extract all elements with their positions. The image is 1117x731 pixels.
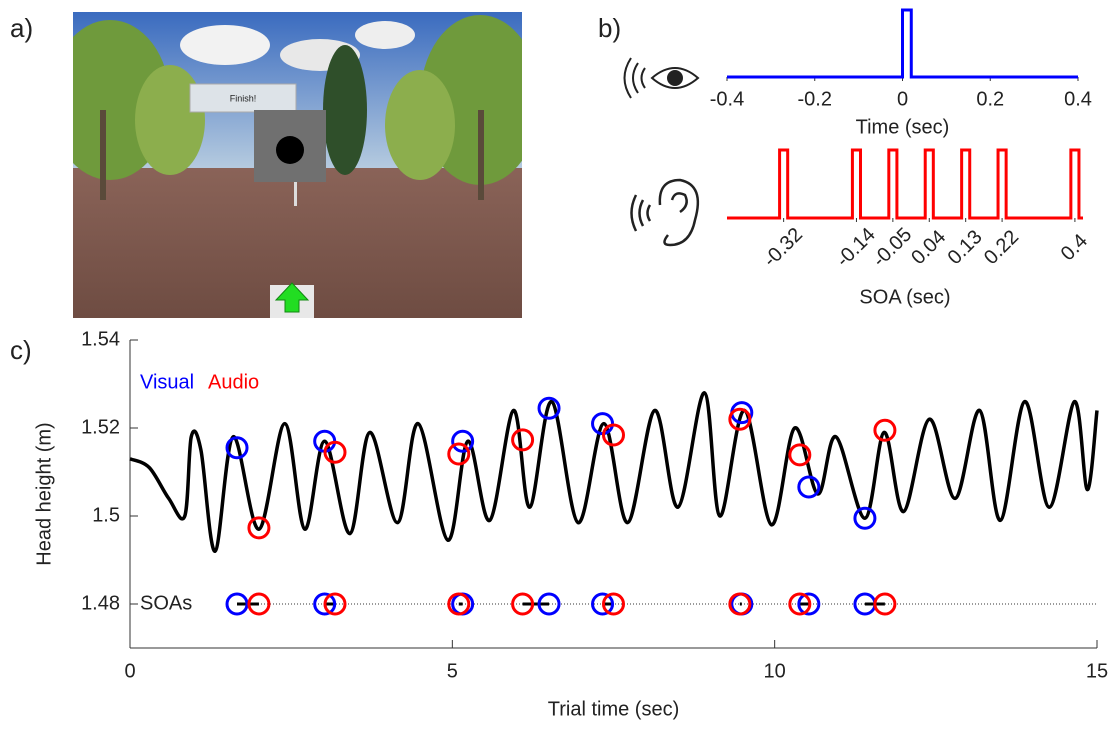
x-tick-label: 0.13 [944, 226, 987, 269]
x-axis-label: Time (sec) [856, 116, 950, 138]
event-marker [604, 425, 624, 445]
head-trace [130, 393, 1097, 551]
legend-label: Audio [208, 371, 259, 393]
eye-icon [625, 58, 699, 98]
figure: a) b) c) Finish! [0, 0, 1117, 726]
event-marker [513, 430, 533, 450]
x-tick-label: 0 [124, 660, 135, 682]
y-axis-label: Head height (m) [33, 422, 55, 565]
y-tick-label: 1.52 [81, 416, 120, 438]
x-tick-label: 15 [1086, 660, 1108, 682]
ear-icon [632, 180, 698, 245]
x-tick-label: 0.4 [1057, 230, 1092, 265]
event-marker [799, 477, 819, 497]
x-tick-label: 0.04 [907, 226, 950, 269]
signal-line [727, 150, 1083, 218]
x-tick-label: -0.2 [798, 88, 832, 110]
x-axis-label: SOA (sec) [859, 286, 950, 308]
x-tick-label: -0.4 [710, 88, 744, 110]
x-tick-label: 0 [897, 88, 908, 110]
y-tick-label: 1.48 [81, 592, 120, 614]
soa-label: SOAs [140, 592, 192, 614]
panel-label: b) [598, 13, 621, 43]
x-tick-label: 10 [764, 660, 786, 682]
x-tick-label: 0.22 [980, 226, 1023, 269]
y-tick-label: 1.5 [92, 504, 120, 526]
y-tick-label: 1.54 [81, 328, 120, 350]
sign-text: Finish! [230, 93, 257, 103]
event-marker [449, 444, 469, 464]
x-tick-label: 0.2 [976, 88, 1004, 110]
scene: Finish! [50, 12, 540, 318]
x-tick-label: -0.32 [759, 224, 807, 272]
event-marker [875, 420, 895, 440]
panel-label: a) [10, 13, 33, 43]
x-tick-label: 5 [447, 660, 458, 682]
x-tick-label: -0.14 [832, 224, 880, 272]
x-tick-label: 0.4 [1064, 88, 1092, 110]
panel-label: c) [10, 335, 32, 365]
signal-line [727, 10, 1078, 77]
legend-label: Visual [140, 371, 194, 393]
x-axis-label: Trial time (sec) [548, 698, 679, 720]
x-tick-label: -0.05 [868, 224, 916, 272]
